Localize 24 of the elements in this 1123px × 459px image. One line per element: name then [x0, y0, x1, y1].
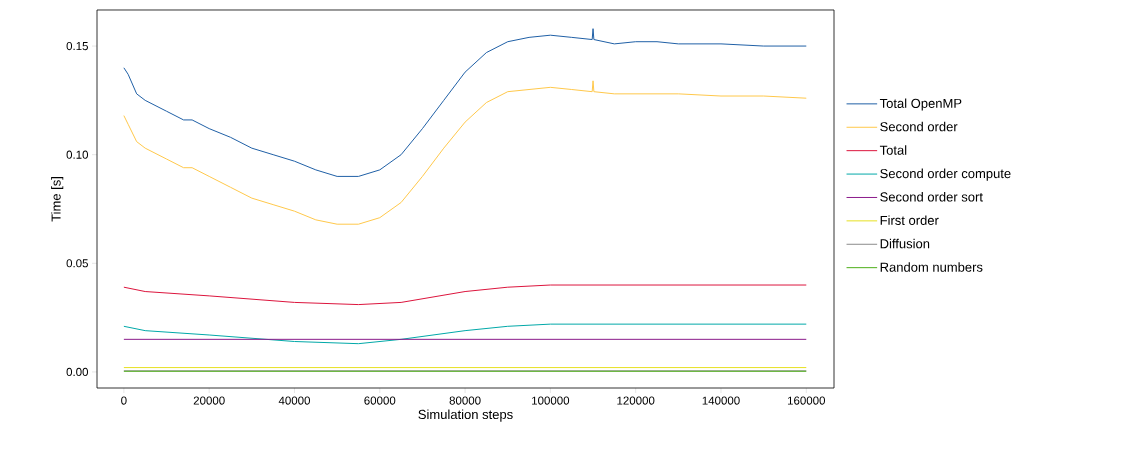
y-tick-label: 0.15 — [66, 41, 88, 51]
legend-label: Diffusion — [880, 238, 930, 249]
x-tick-label: 40000 — [278, 396, 311, 405]
legend-label: Second order — [880, 121, 958, 132]
x-axis-title: Simulation steps — [418, 409, 513, 422]
y-tick-label: 0.10 — [66, 150, 89, 159]
line-series — [123, 28, 807, 177]
x-tick-label: 80000 — [449, 396, 481, 405]
x-tick-label: 160000 — [787, 396, 826, 405]
legend-label: First order — [880, 215, 939, 225]
x-tick-label: 100000 — [532, 396, 570, 405]
y-tick-label: 0.00 — [66, 367, 89, 376]
y-axis-title: Time [s] — [51, 177, 64, 222]
x-tick-label: 120000 — [617, 396, 655, 405]
x-tick-label: 20000 — [193, 396, 225, 405]
legend-label: Random numbers — [880, 262, 983, 272]
legend-label: Second order sort — [880, 192, 983, 202]
legend-label: Total — [879, 145, 907, 155]
y-tick-label: 0.05 — [66, 259, 88, 268]
x-tick-label: 0 — [121, 396, 127, 405]
x-tick-label: 140000 — [702, 396, 740, 405]
legend-label: Total OpenMP — [879, 98, 962, 111]
x-tick-label: 60000 — [364, 396, 396, 405]
legend-label: Second order compute — [880, 168, 1011, 181]
